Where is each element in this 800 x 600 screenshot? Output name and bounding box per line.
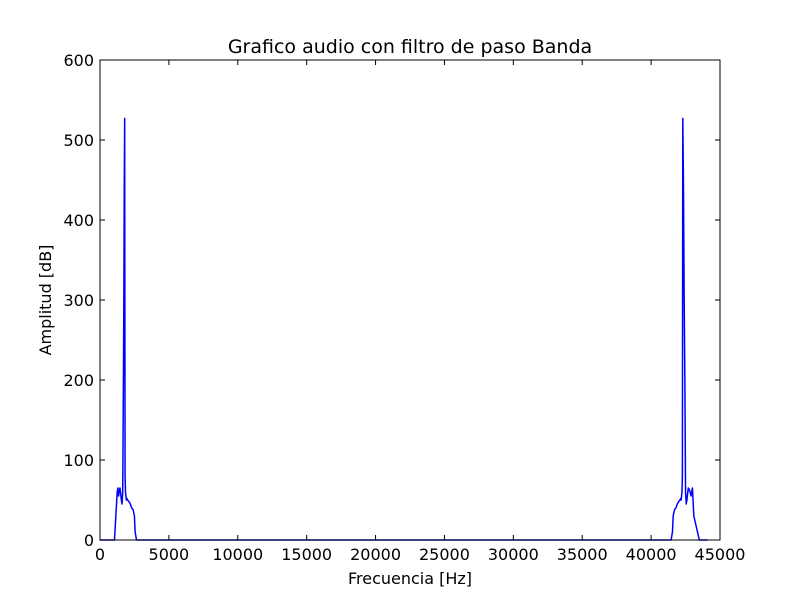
x-tick-label: 10000 [212,545,263,564]
plot-area [100,117,708,541]
y-tick-label: 300 [63,291,94,310]
y-tick-label: 600 [63,51,94,70]
plot-frame [99,59,721,541]
x-tick-label: 25000 [419,545,470,564]
x-tick-label: 30000 [488,545,539,564]
x-tick-label: 35000 [557,545,608,564]
x-tick-label: 15000 [281,545,332,564]
x-tick-label: 40000 [626,545,677,564]
x-tick-label: 45000 [695,545,746,564]
y-tick-label: 200 [63,371,94,390]
x-tick-label: 20000 [350,545,401,564]
y-tick-label: 0 [84,531,94,550]
y-axis-label: Amplitud [dB] [36,245,55,356]
y-tick-label: 400 [63,211,94,230]
series-line-0 [100,117,708,541]
x-axis-label: Frecuencia [Hz] [348,569,472,588]
y-axis: 0 100 200 300 400 500 600 [63,51,720,550]
x-axis: 0 5000 10000 15000 20000 25000 30000 35000 40000… [95,60,746,564]
y-tick-label: 100 [63,451,94,470]
y-tick-label: 500 [63,131,94,150]
chart-title: Grafico audio con filtro de paso Banda [228,36,592,58]
x-tick-label: 0 [95,545,105,564]
x-tick-label: 5000 [149,545,190,564]
